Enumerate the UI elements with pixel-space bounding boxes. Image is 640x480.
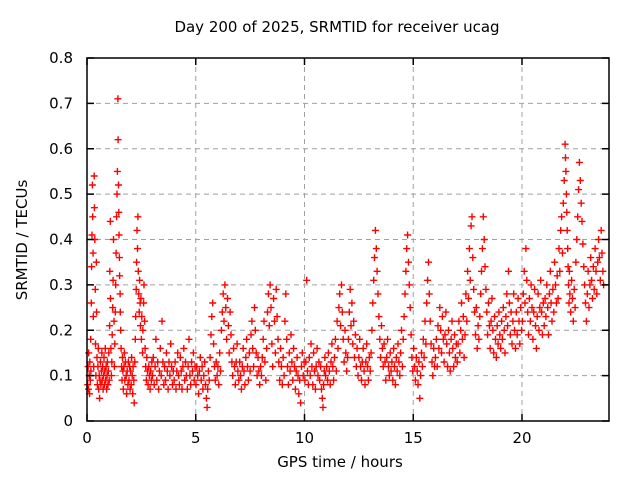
axis-layer [86, 57, 610, 422]
tick-label-layer: 0 5 10 15 20 0 0.1 0.2 0.3 0.4 0.5 0.6 0.7 0.8 [49, 49, 531, 447]
x-tick-label: 0 [82, 429, 92, 447]
y-tick-label: 0.6 [49, 140, 73, 158]
y-tick-label: 0.7 [49, 94, 73, 112]
y-tick-label: 0.5 [49, 185, 73, 203]
y-tick-label: 0.2 [49, 321, 73, 339]
x-tick-label: 20 [512, 429, 531, 447]
y-tick-label: 0.8 [49, 49, 73, 67]
y-tick-label: 0.1 [49, 367, 73, 385]
y-tick-label: 0 [63, 412, 73, 430]
x-tick-label: 5 [191, 429, 201, 447]
y-tick-label: 0.3 [49, 276, 73, 294]
x-tick-label: 10 [295, 429, 314, 447]
y-axis-label: SRMTID / TECUs [13, 180, 31, 301]
x-axis-label: GPS time / hours [277, 453, 403, 471]
x-tick-label: 15 [404, 429, 423, 447]
chart-title: Day 200 of 2025, SRMTID for receiver uca… [174, 18, 499, 36]
y-tick-label: 0.4 [49, 231, 73, 249]
